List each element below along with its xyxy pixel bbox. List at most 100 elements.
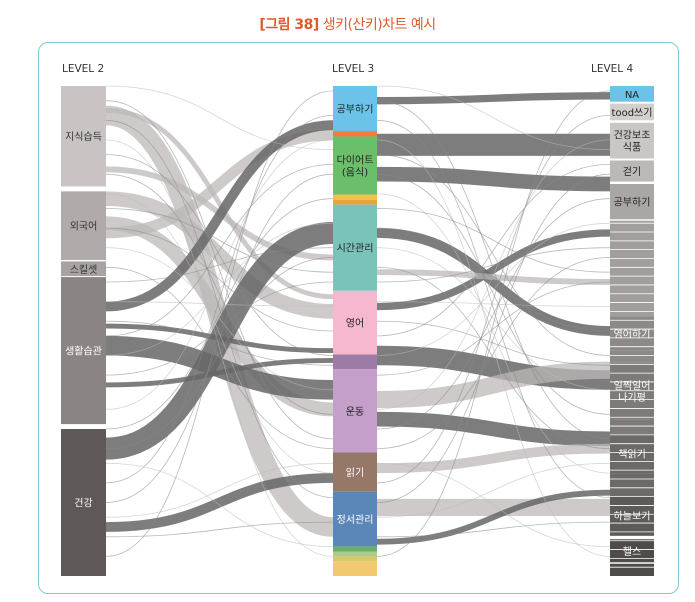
- level2-node: [61, 261, 106, 277]
- level4-node: [610, 350, 654, 363]
- l3-l4-flow: [376, 92, 611, 105]
- l3-l4-thin-flow: [376, 139, 611, 410]
- l2-l3-thin-flow: [105, 222, 334, 356]
- level4-node-label: 공부하기: [614, 196, 651, 209]
- level3-node-label: 운동: [346, 406, 364, 418]
- level4-node-label: 나기평: [618, 392, 646, 404]
- level4-node: [610, 122, 654, 159]
- l2-l3-thin-flow: [105, 462, 334, 518]
- level3-node-label: 읽기: [346, 466, 364, 479]
- l2-l3-thin-flow: [105, 257, 334, 449]
- l2-l3-thin-flow: [105, 164, 334, 337]
- level3-node-label: (음식): [342, 167, 368, 179]
- l3-l4-thin-flow: [376, 90, 611, 557]
- l2-l3-thin-flow: [105, 173, 334, 415]
- level4-node: [610, 86, 654, 102]
- l2-l3-thin-flow: [105, 266, 334, 449]
- level2-node: [61, 86, 106, 187]
- level3-node: [333, 194, 377, 200]
- level4-node-label: 하늘보기: [614, 509, 651, 522]
- l2-l3-thin-flow: [105, 301, 334, 307]
- l2-l3-thin-flow: [105, 173, 334, 503]
- l3-l4-thin-flow: [376, 173, 611, 415]
- level-2-header: LEVEL 2: [62, 63, 105, 75]
- flows-level3-level4: [376, 85, 611, 557]
- l2-l3-thin-flow: [105, 247, 334, 391]
- level2-node-label: 외국어: [70, 221, 98, 233]
- level4-node: [610, 563, 654, 576]
- l2-l3-flow: [105, 221, 334, 460]
- level2-node-label: 건강: [74, 498, 92, 510]
- level3-node: [333, 136, 377, 195]
- level3-node-label: 다이어트: [337, 155, 374, 167]
- l3-l4-flow: [376, 166, 611, 192]
- l2-l3-thin-flow: [105, 193, 334, 474]
- l2-l3-thin-flow: [105, 139, 334, 410]
- l2-l3-flow: [105, 357, 334, 388]
- l3-l4-thin-flow: [376, 154, 611, 356]
- level3-node: [333, 369, 377, 453]
- l2-l3-flow: [105, 335, 334, 400]
- chart-frame: [38, 42, 679, 594]
- l3-l4-thin-flow: [376, 227, 611, 332]
- l3-l4-thin-flow: [376, 462, 611, 547]
- level3-node: [333, 354, 377, 370]
- level4-node-label: 헬스: [623, 546, 641, 558]
- level4-node: [610, 433, 654, 474]
- l2-l3-thin-flow: [105, 85, 334, 151]
- l3-l4-thin-flow: [376, 193, 611, 474]
- l2-l3-thin-flow: [105, 227, 334, 332]
- l3-l4-thin-flow: [376, 247, 611, 283]
- l3-l4-thin-flow: [376, 462, 611, 518]
- l2-l3-thin-flow: [105, 154, 334, 356]
- l3-l4-thin-flow: [376, 100, 611, 440]
- level-4-header: LEVEL 4: [591, 63, 634, 75]
- level3-node-label: 시간관리: [337, 243, 374, 255]
- l3-l4-thin-flow: [376, 320, 611, 366]
- l3-l4-thin-flow: [376, 521, 611, 538]
- l3-l4-thin-flow: [376, 247, 611, 391]
- level2-node: [61, 277, 106, 425]
- l2-l3-thin-flow: [105, 139, 334, 557]
- level3-node: [333, 290, 377, 355]
- l3-l4-thin-flow: [376, 266, 611, 449]
- figure-title: [그림 38] 생키(산키)차트 예시: [0, 14, 695, 34]
- l3-l4-thin-flow: [376, 222, 611, 356]
- level3-node: [333, 86, 377, 132]
- l2-l3-thin-flow: [105, 100, 334, 440]
- l3-l4-thin-flow: [376, 173, 611, 503]
- level3-node: [333, 452, 377, 492]
- level4-node: [610, 184, 654, 220]
- l3-l4-flow: [376, 411, 611, 447]
- flows-level2-level3: [104, 85, 335, 557]
- l3-l4-thin-flow: [376, 281, 611, 376]
- l2-l3-thin-flow: [105, 462, 334, 547]
- l3-l4-flow: [376, 489, 611, 545]
- l3-l4-thin-flow: [376, 139, 611, 557]
- level3-node: [333, 204, 377, 291]
- l2-l3-thin-flow: [105, 198, 334, 430]
- l2-l3-thin-flow: [105, 119, 334, 498]
- level4-node: [610, 473, 654, 496]
- level4-node: [610, 495, 654, 536]
- l3-l4-thin-flow: [376, 257, 611, 449]
- level4-node-label: 건강보조: [614, 130, 651, 142]
- level3-node: [333, 199, 377, 205]
- level4-node: [610, 220, 654, 317]
- l2-l3-thin-flow: [105, 281, 334, 376]
- level3-node-label: 정서관리: [337, 514, 374, 526]
- level4-node-label: 일찍일어: [614, 380, 651, 392]
- l2-l3-thin-flow: [105, 90, 334, 557]
- level2-node: [61, 191, 106, 260]
- level4-node: [610, 539, 654, 563]
- level-3-header: LEVEL 3: [332, 63, 375, 75]
- l2-l3-thin-flow: [105, 247, 334, 283]
- l2-l3-thin-flow: [105, 521, 334, 538]
- l2-l3-thin-flow: [105, 208, 334, 273]
- figure-caption: 생키(산키)차트 예시: [318, 17, 436, 33]
- level2-node-label: 스킬셋: [70, 263, 98, 276]
